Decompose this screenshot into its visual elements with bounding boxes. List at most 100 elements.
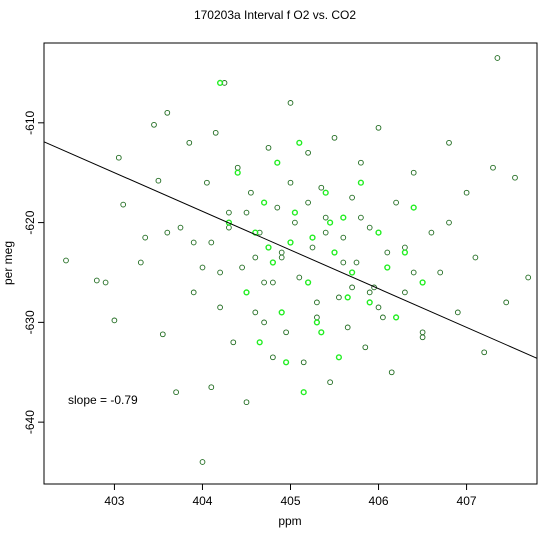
- data-point: [186, 139, 193, 146]
- data-point: [313, 319, 321, 326]
- data-point: [261, 199, 268, 206]
- data-point: [472, 254, 479, 261]
- data-point: [93, 277, 100, 284]
- data-point: [248, 189, 254, 196]
- data-point: [375, 124, 382, 131]
- data-point: [309, 244, 316, 251]
- x-tick-label: 405: [280, 494, 300, 508]
- data-point: [305, 199, 311, 206]
- data-point: [335, 354, 343, 361]
- data-point: [173, 389, 179, 396]
- data-point: [164, 229, 171, 236]
- data-point: [446, 139, 452, 146]
- x-axis: 403 404 405 406 407: [104, 484, 477, 508]
- data-point: [234, 164, 241, 171]
- data-point: [243, 399, 250, 406]
- data-point: [199, 264, 206, 271]
- data-point: [256, 339, 263, 346]
- data-point: [353, 259, 360, 266]
- data-point: [322, 189, 329, 196]
- data-point: [137, 259, 144, 266]
- data-point: [63, 257, 69, 264]
- data-point: [270, 279, 276, 286]
- data-point: [384, 249, 391, 256]
- data-point: [269, 259, 277, 266]
- data-point: [309, 234, 316, 241]
- data-point: [358, 214, 364, 221]
- data-point: [305, 279, 312, 286]
- data-point: [270, 354, 276, 361]
- data-point: [274, 159, 281, 166]
- data-point: [322, 229, 329, 236]
- x-tick-label: 406: [369, 494, 389, 508]
- data-point: [217, 304, 223, 311]
- data-point: [274, 204, 281, 211]
- data-point: [366, 224, 373, 231]
- data-point: [190, 289, 197, 296]
- data-point: [120, 201, 127, 208]
- data-point: [340, 234, 347, 241]
- data-points: [63, 55, 532, 465]
- data-point: [340, 214, 347, 221]
- data-point: [278, 309, 285, 316]
- x-tick-label: 404: [192, 494, 212, 508]
- data-point: [327, 219, 334, 226]
- data-point: [380, 314, 386, 321]
- data-point: [314, 314, 320, 321]
- data-point: [366, 299, 373, 306]
- y-axis-label: per meg: [1, 241, 15, 285]
- data-point: [190, 239, 197, 246]
- data-point: [437, 269, 444, 276]
- data-point: [401, 249, 409, 256]
- data-point: [481, 349, 488, 356]
- data-point: [217, 269, 223, 276]
- y-axis: -610 -620 -630 -640: [23, 110, 44, 434]
- regression-line: [43, 141, 538, 359]
- data-point: [305, 149, 311, 156]
- data-point: [340, 259, 347, 266]
- data-point: [344, 324, 351, 331]
- data-point: [318, 184, 325, 191]
- y-tick-label: -610: [23, 110, 37, 134]
- data-point: [322, 214, 329, 221]
- data-point: [164, 109, 171, 116]
- data-point: [226, 224, 232, 231]
- data-point: [204, 179, 210, 186]
- data-point: [314, 299, 320, 306]
- data-point: [331, 134, 338, 141]
- data-point: [177, 224, 184, 231]
- data-point: [142, 234, 149, 241]
- data-point: [366, 289, 373, 296]
- data-point: [525, 274, 532, 281]
- data-point: [490, 164, 496, 171]
- data-point: [292, 219, 298, 226]
- data-point: [243, 209, 250, 216]
- data-point: [300, 359, 307, 366]
- data-point: [234, 169, 241, 176]
- chart-title: 170203a Interval f O2 vs. CO2: [194, 8, 356, 22]
- data-point: [265, 144, 272, 151]
- data-point: [300, 389, 307, 396]
- data-point: [278, 249, 285, 256]
- data-point: [375, 229, 382, 236]
- data-point: [212, 129, 219, 136]
- data-point: [336, 294, 342, 301]
- data-point: [512, 174, 518, 181]
- data-point: [419, 334, 426, 341]
- data-point: [217, 79, 224, 87]
- data-point: [463, 189, 470, 196]
- data-point: [410, 269, 417, 276]
- data-point: [278, 254, 285, 261]
- data-point: [252, 254, 259, 261]
- y-tick-label: -620: [23, 210, 37, 234]
- data-point: [261, 319, 267, 326]
- data-point: [419, 279, 426, 286]
- data-point: [283, 329, 289, 336]
- data-point: [402, 244, 408, 251]
- data-point: [239, 264, 245, 271]
- data-point: [318, 329, 325, 336]
- slope-annotation: slope = -0.79: [68, 393, 138, 407]
- data-point: [296, 139, 303, 146]
- data-point: [446, 219, 452, 226]
- y-tick-label: -630: [23, 310, 37, 334]
